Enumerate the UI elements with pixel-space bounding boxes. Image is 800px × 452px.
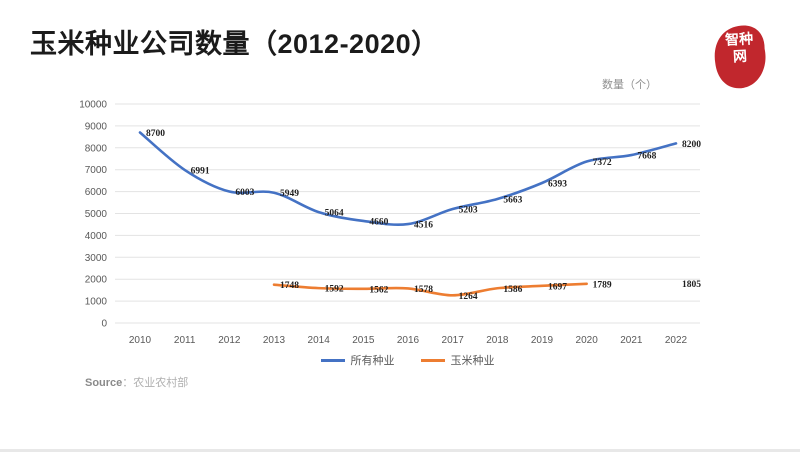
legend-line-sample-all-seed	[320, 358, 345, 362]
data-label-all-seed: 5949	[280, 189, 299, 199]
page-title: 玉米种业公司数量（2012-2020）	[30, 29, 439, 59]
x-axis-tick-label: 2012	[218, 335, 241, 346]
source-note: Source：农业农村部	[85, 374, 188, 390]
series-line-all-seed	[138, 131, 678, 227]
legend-line-sample-corn-seed	[420, 358, 445, 362]
data-label-all-seed: 6003	[235, 188, 254, 198]
data-label-corn-seed: 1697	[548, 282, 567, 292]
legend-label-all-seed: 所有种业	[350, 355, 395, 367]
legend-item-all-seed: 所有种业	[320, 352, 395, 368]
data-label-corn-seed: 1264	[459, 292, 478, 302]
x-axis-tick-label: 2020	[576, 335, 599, 346]
data-label-corn-seed: 1592	[325, 285, 344, 295]
x-axis-tick-label: 2019	[531, 335, 554, 346]
y-axis-tick-label: 4000	[85, 231, 108, 242]
legend-item-corn-seed: 玉米种业	[420, 352, 495, 368]
data-label-all-seed: 6991	[191, 166, 210, 176]
source-value: ：农业农村部	[122, 377, 189, 389]
y-axis-tick-label: 6000	[85, 187, 108, 198]
y-axis-tick-label: 9000	[85, 121, 108, 132]
brand-seal-logo: 智种 网	[710, 23, 769, 92]
data-label-all-seed: 7668	[637, 152, 656, 162]
x-axis-tick-label: 2016	[397, 335, 420, 346]
y-axis-tick-label: 2000	[85, 275, 108, 286]
data-label-corn-seed: 1562	[369, 285, 388, 295]
slide-bottom-edge	[0, 449, 800, 452]
x-axis-tick-label: 2017	[442, 335, 465, 346]
x-axis-tick-label: 2013	[263, 335, 286, 346]
data-label-corn-seed: 1789	[593, 280, 612, 290]
y-axis-tick-label: 3000	[85, 253, 108, 264]
data-label-all-seed: 5064	[325, 209, 344, 219]
x-axis-tick-label: 2011	[174, 335, 196, 346]
data-label-all-seed: 7372	[593, 158, 612, 168]
data-label-all-seed: 4516	[414, 221, 433, 231]
x-axis-tick-label: 2015	[352, 335, 375, 346]
data-label-all-seed: 8200	[682, 140, 701, 150]
data-label-all-seed: 8700	[146, 129, 165, 139]
x-axis-tick-label: 2022	[665, 335, 688, 346]
series-line-corn-seed	[272, 282, 588, 297]
y-axis-tick-label: 10000	[79, 100, 107, 111]
seal-shape	[714, 25, 766, 89]
data-label-corn-seed: 1586	[503, 285, 522, 295]
data-label-corn-seed: 1805	[682, 280, 701, 290]
y-axis-tick-label: 1000	[85, 297, 108, 308]
x-axis-tick-label: 2021	[620, 335, 643, 346]
y-axis-tick-label: 0	[101, 319, 107, 330]
y-axis-tick-label: 8000	[85, 143, 108, 154]
source-label: Source	[85, 377, 123, 389]
y-axis-unit-label: 数量（个）	[602, 79, 657, 91]
y-axis-tick-label: 5000	[85, 209, 108, 220]
data-label-all-seed: 5663	[503, 195, 522, 205]
x-axis-tick-label: 2010	[129, 335, 152, 346]
legend-label-corn-seed: 玉米种业	[450, 355, 495, 367]
data-label-corn-seed: 1578	[414, 285, 433, 295]
data-label-all-seed: 4660	[369, 217, 388, 227]
data-label-corn-seed: 1748	[280, 281, 299, 291]
y-axis-tick-label: 7000	[85, 165, 108, 176]
data-label-all-seed: 6393	[548, 179, 567, 189]
data-label-all-seed: 5203	[459, 206, 478, 216]
x-axis-tick-label: 2014	[308, 335, 331, 346]
x-axis-tick-label: 2018	[486, 335, 509, 346]
chart-legend: 所有种业 玉米种业	[115, 352, 700, 368]
